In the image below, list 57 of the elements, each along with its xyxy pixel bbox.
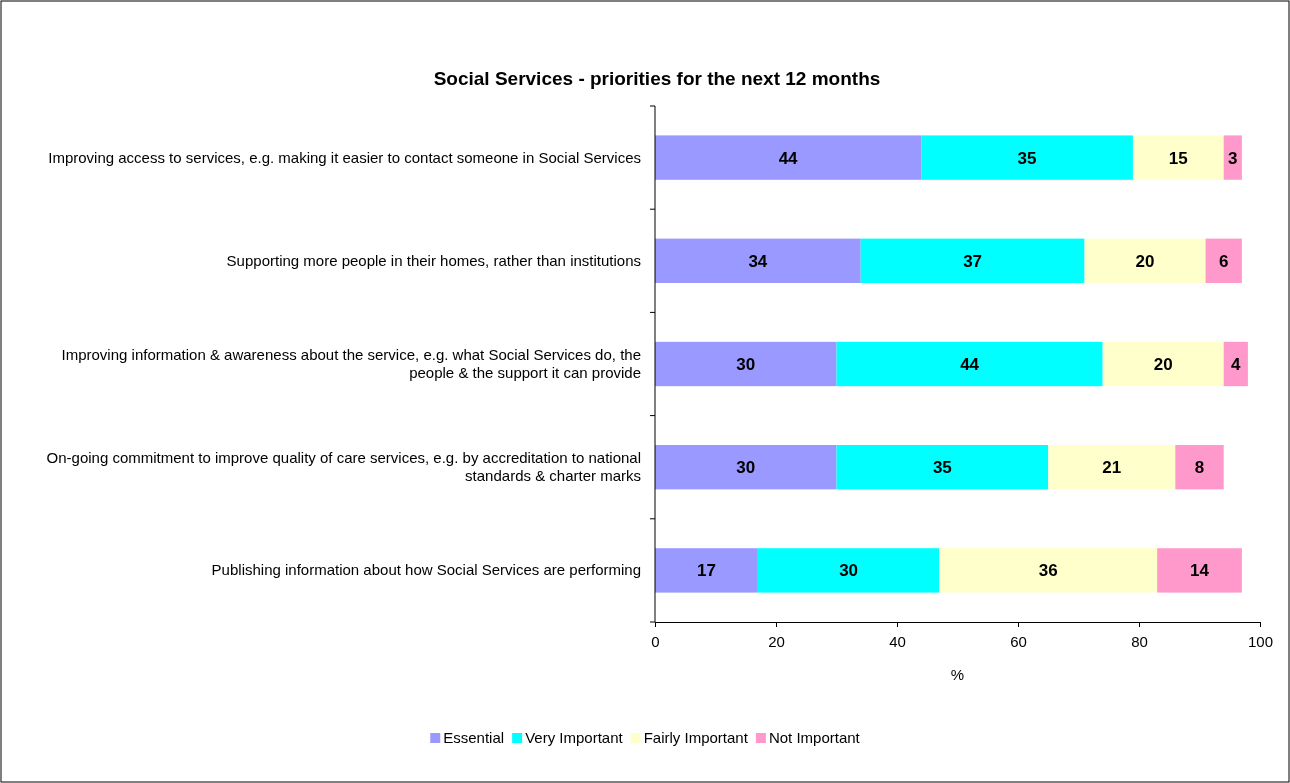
data-label: 21 (1102, 458, 1122, 478)
data-label: 35 (1017, 148, 1037, 168)
bar (655, 445, 837, 490)
bar (1223, 135, 1242, 180)
bar (836, 445, 1049, 490)
data-label: 17 (696, 561, 716, 581)
data-label: 36 (1038, 561, 1058, 581)
bar (1132, 135, 1224, 180)
bar (1157, 548, 1242, 593)
x-tick-label: 0 (651, 632, 660, 650)
bar (1084, 238, 1206, 283)
legend-label: Not Important (768, 729, 861, 746)
data-label: 37 (963, 251, 983, 271)
bar (939, 548, 1158, 593)
x-axis-title: % (950, 666, 965, 683)
data-label: 3 (1228, 148, 1238, 168)
data-label: 8 (1194, 458, 1205, 478)
data-label: 20 (1153, 355, 1173, 374)
bar (836, 341, 1103, 387)
bar (1175, 445, 1224, 490)
chart-title: Social Services - priorities for the next 12 months (433, 68, 881, 89)
data-label: 4 (1231, 355, 1242, 374)
data-label: 44 (778, 148, 799, 168)
bar (655, 135, 922, 180)
data-label: 15 (1168, 148, 1188, 168)
data-label: 30 (736, 355, 756, 374)
y-tick-label: On-going commitment to improve quality of care services, e.g. by accreditation to national standards & charter marks (46, 449, 641, 485)
legend-label: Very Important (525, 729, 624, 746)
y-tick-label: Improving information & awareness about the service, e.g. what Social Services do, the people & the support it can provide (61, 346, 641, 381)
bar (655, 548, 758, 593)
bar (655, 238, 861, 283)
x-tick-label: 60 (1010, 632, 1027, 650)
bar (1223, 341, 1248, 387)
x-tick-label: 100 (1247, 632, 1274, 650)
bar (1205, 238, 1242, 283)
data-label: 6 (1218, 251, 1229, 271)
legend-label: Fairly Important (643, 729, 749, 746)
x-tick-label: 80 (1131, 632, 1148, 650)
x-tick-label: 20 (768, 632, 785, 650)
data-label: 35 (932, 458, 952, 478)
bar (757, 548, 940, 593)
bar (1102, 341, 1224, 387)
bar (655, 341, 837, 387)
y-tick-label: Supporting more people in their homes, rather than institutions (226, 251, 641, 269)
data-label: 44 (960, 355, 980, 374)
bar (860, 238, 1085, 283)
x-tick-label: 40 (889, 632, 906, 650)
data-label: 34 (748, 251, 768, 271)
data-label: 30 (839, 561, 859, 581)
legend-label: Essential (443, 729, 505, 746)
data-label: 20 (1135, 251, 1155, 271)
data-label: 14 (1190, 561, 1210, 581)
y-tick-label: Improving access to services, e.g. making it easier to contact someone in Social Services (48, 148, 641, 166)
bar (921, 135, 1133, 180)
bar (1048, 445, 1176, 490)
data-label: 30 (736, 458, 756, 478)
y-tick-label: Publishing information about how Social Services are performing (211, 561, 641, 579)
